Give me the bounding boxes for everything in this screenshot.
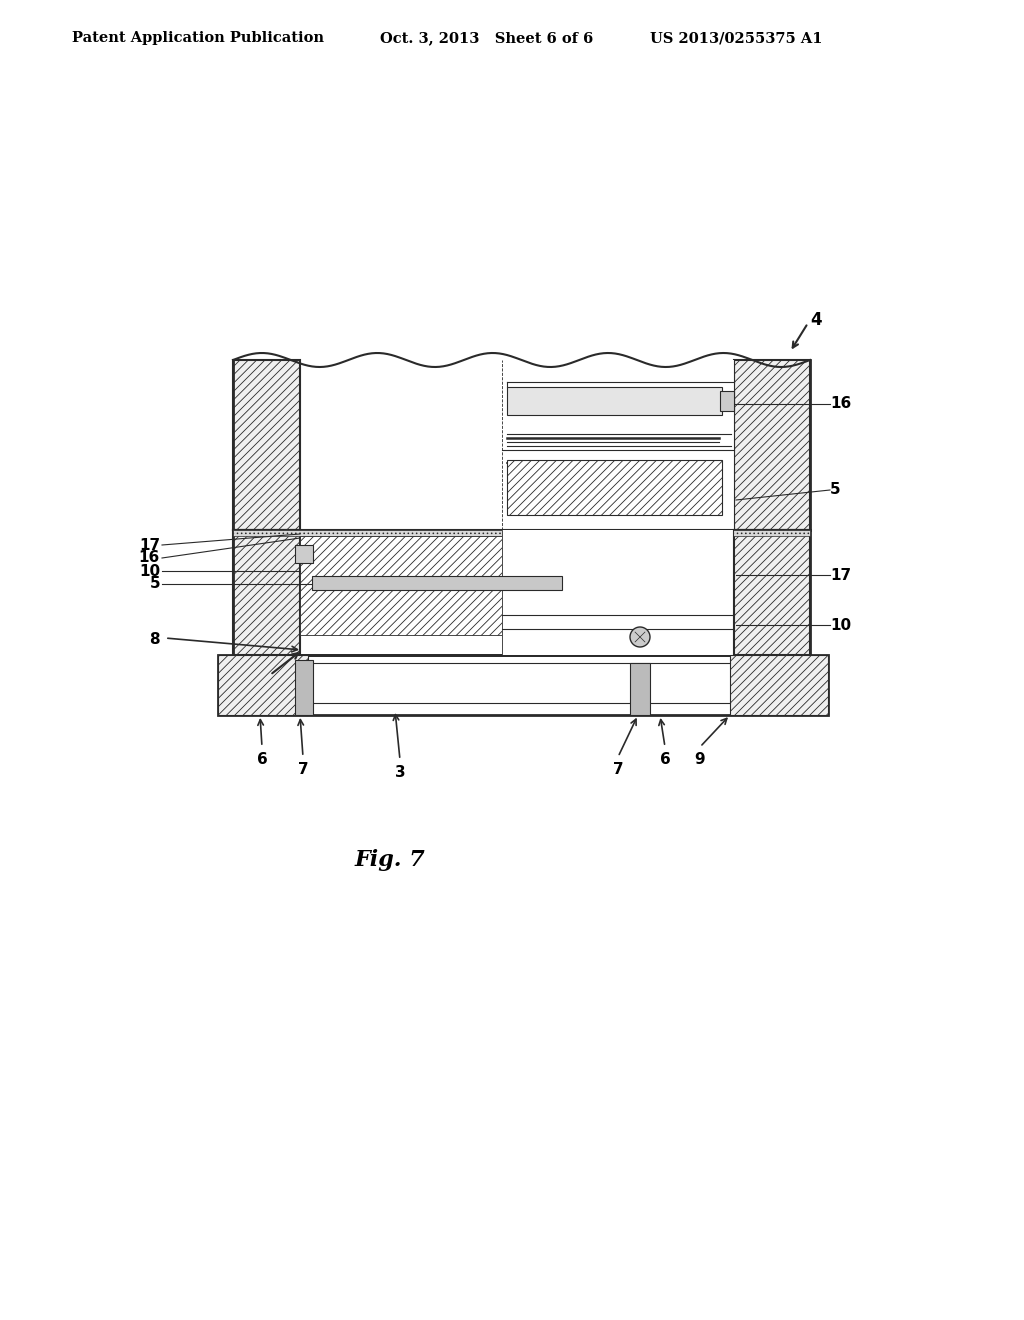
Bar <box>300 536 502 635</box>
Bar <box>300 360 734 531</box>
Text: 4: 4 <box>810 312 821 329</box>
Bar <box>507 459 722 515</box>
Text: Patent Application Publication: Patent Application Publication <box>72 30 324 45</box>
Text: 5: 5 <box>150 577 160 591</box>
Text: 6: 6 <box>257 752 267 767</box>
Bar <box>730 655 828 715</box>
Bar <box>295 660 313 715</box>
Bar <box>734 531 810 655</box>
Text: 17: 17 <box>139 537 160 553</box>
Text: 16: 16 <box>138 550 160 565</box>
Bar <box>295 545 313 564</box>
Text: 8: 8 <box>150 632 160 648</box>
Text: Oct. 3, 2013   Sheet 6 of 6: Oct. 3, 2013 Sheet 6 of 6 <box>380 30 593 45</box>
Text: 10: 10 <box>830 618 851 632</box>
Bar <box>233 531 810 536</box>
Bar <box>218 655 828 715</box>
Bar <box>218 655 308 715</box>
Text: 17: 17 <box>830 568 851 582</box>
Bar <box>720 391 734 411</box>
Text: 16: 16 <box>830 396 851 412</box>
Bar <box>233 360 300 531</box>
Text: 7: 7 <box>612 762 624 777</box>
Text: 10: 10 <box>139 564 160 578</box>
Text: US 2013/0255375 A1: US 2013/0255375 A1 <box>650 30 822 45</box>
Bar <box>312 576 562 590</box>
Text: 9: 9 <box>694 752 706 767</box>
Bar <box>502 531 734 655</box>
Text: 7: 7 <box>298 762 308 777</box>
Text: Fig. 7: Fig. 7 <box>354 849 425 871</box>
Bar <box>233 531 300 655</box>
Bar <box>507 387 722 414</box>
Text: 5: 5 <box>830 483 841 498</box>
Text: 6: 6 <box>659 752 671 767</box>
Bar <box>630 663 650 715</box>
Text: 3: 3 <box>394 766 406 780</box>
Circle shape <box>630 627 650 647</box>
Bar <box>734 360 810 531</box>
